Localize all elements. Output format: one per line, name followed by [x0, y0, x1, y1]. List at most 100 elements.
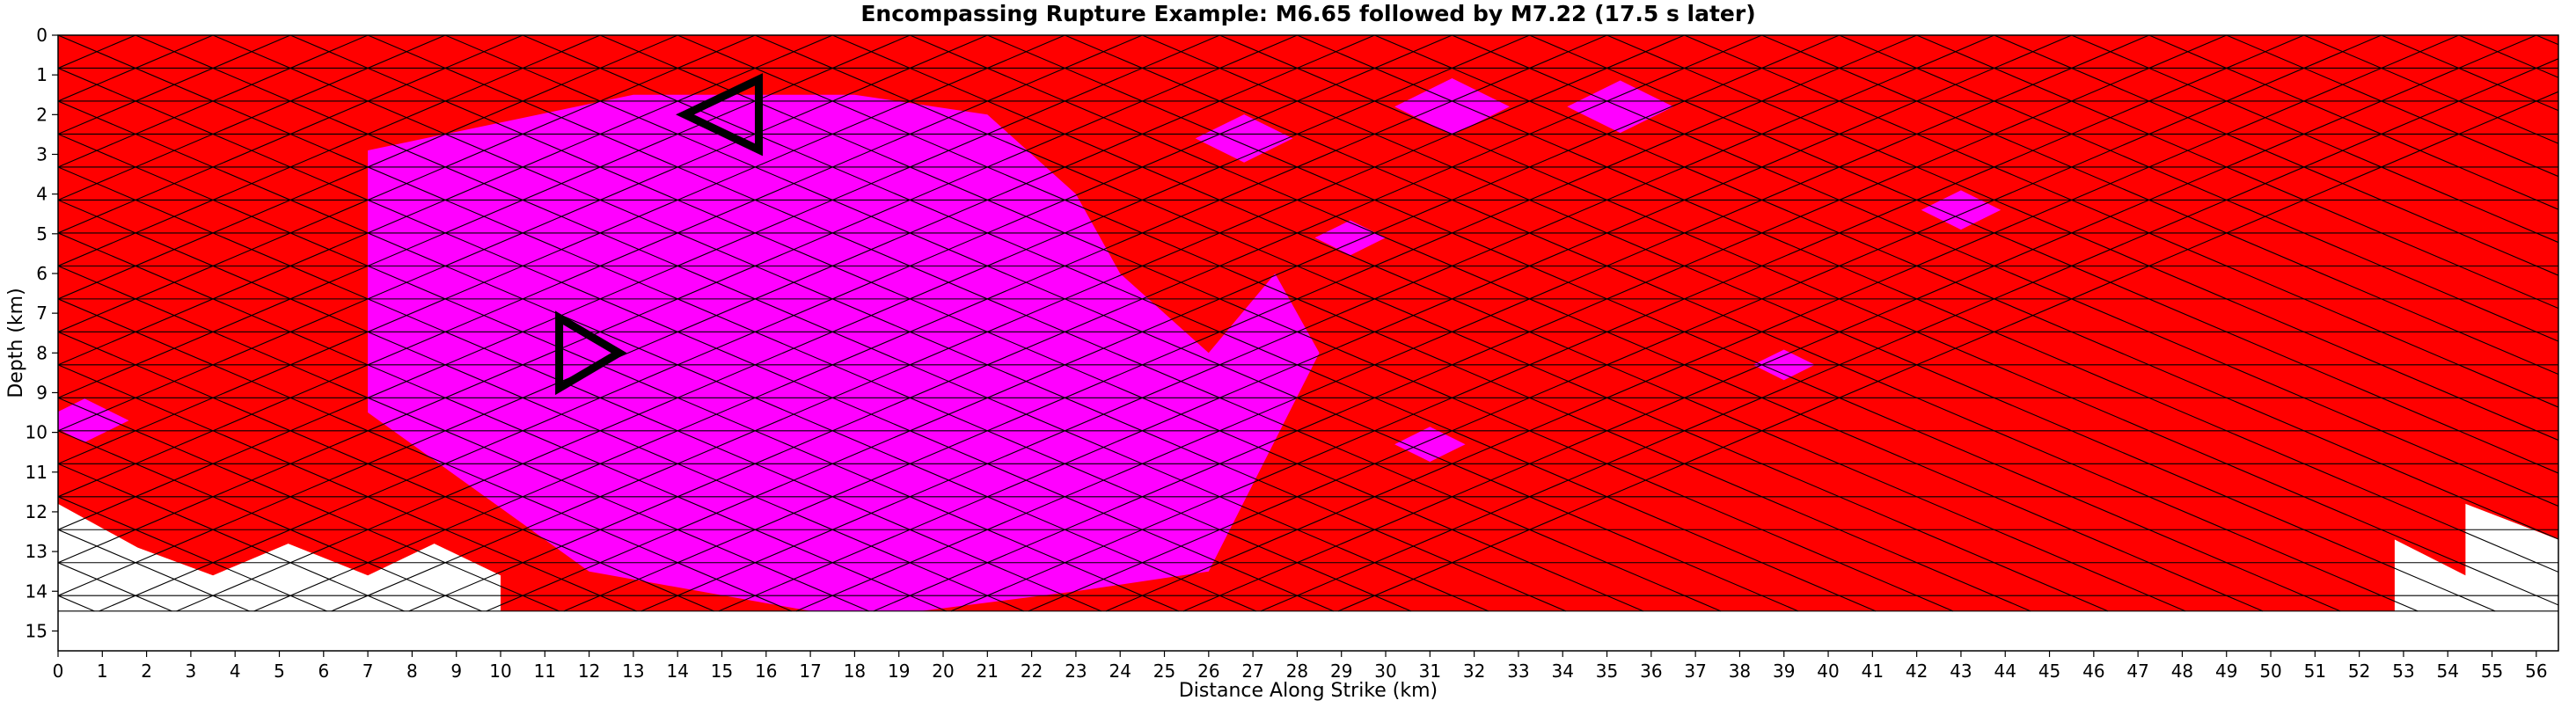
x-tick-label: 52: [2348, 661, 2370, 682]
x-axis-ticks: 0 1 2 3 4 5 6 7 8 9 10 11 12 13 14 15 16 17 18 19 20 21 22 23 24…: [53, 651, 2548, 682]
x-tick-label: 56: [2525, 661, 2547, 682]
hypocenter-marker: [676, 73, 763, 157]
mesh-diagonal: [135, 35, 1489, 612]
x-tick-label: 22: [1021, 661, 1043, 682]
mesh-diagonal: [58, 430, 482, 612]
mesh-diagonal: [873, 35, 2227, 612]
mesh-diagonal: [1182, 35, 2537, 612]
first-event-patch: [1394, 427, 1466, 462]
x-tick-label: 37: [1684, 661, 1706, 682]
mesh-diagonal: [444, 35, 1799, 612]
y-tick-label: 2: [36, 104, 48, 125]
mesh-diagonal: [331, 35, 1685, 612]
mesh-diagonal: [1529, 35, 2558, 474]
mesh-diagonal: [58, 133, 1179, 612]
mesh-diagonal: [522, 35, 1877, 612]
mesh-diagonal: [987, 35, 2341, 612]
x-tick-label: 25: [1153, 661, 1175, 682]
mesh-diagonal: [1260, 58, 2558, 612]
mesh-diagonal: [1916, 35, 2558, 310]
mesh-diagonal: [1028, 35, 2382, 612]
x-tick-label: 5: [274, 661, 285, 682]
x-tick-label: 27: [1241, 661, 1263, 682]
x-tick-label: 4: [230, 661, 241, 682]
x-tick-label: 28: [1286, 661, 1308, 682]
x-tick-label: 33: [1507, 661, 1529, 682]
x-tick-label: 11: [534, 661, 556, 682]
first-event-patch: [1314, 220, 1386, 256]
mesh-diagonal: [1606, 35, 2558, 442]
mesh-diagonal: [289, 35, 1644, 612]
mesh-diagonal: [58, 35, 1375, 596]
chart-title: Encompassing Rupture Example: M6.65 foll…: [860, 1, 1755, 26]
x-tick-label: 20: [932, 661, 954, 682]
x-tick-label: 12: [578, 661, 600, 682]
x-tick-label: 54: [2437, 661, 2459, 682]
mesh-diagonal: [1374, 35, 2558, 540]
y-tick-label: 1: [36, 64, 48, 85]
y-tick-label: 10: [26, 422, 48, 443]
mesh-diagonal: [1684, 35, 2558, 408]
hypocenter-marker: [555, 310, 627, 396]
x-tick-label: 46: [2082, 661, 2104, 682]
mesh-diagonal: [58, 35, 678, 300]
x-tick-label: 14: [666, 661, 688, 682]
mesh-diagonal: [1994, 35, 2558, 276]
mesh-diagonal: [58, 35, 756, 332]
mesh-diagonal: [1297, 35, 2558, 573]
x-tick-label: 32: [1463, 661, 1485, 682]
x-tick-label: 1: [97, 661, 108, 682]
mesh-diagonal: [755, 35, 2109, 612]
mesh-diagonal: [1839, 35, 2558, 342]
mesh-diagonal: [563, 35, 1917, 612]
y-tick-label: 3: [36, 143, 48, 164]
x-tick-label: 19: [888, 661, 910, 682]
y-tick-label: 12: [26, 501, 48, 522]
y-tick-label: 15: [26, 620, 48, 641]
mesh-diagonal: [99, 35, 1453, 612]
plot-area: [58, 35, 2558, 651]
x-tick-label: 48: [2171, 661, 2193, 682]
mesh-diagonal: [58, 35, 369, 168]
mesh-diagonal: [58, 331, 714, 612]
x-tick-label: 9: [450, 661, 462, 682]
x-tick-label: 44: [1994, 661, 2016, 682]
x-tick-label: 47: [2126, 661, 2148, 682]
x-tick-label: 0: [53, 661, 64, 682]
mesh-diagonal: [58, 35, 911, 398]
mesh-diagonal: [832, 35, 2186, 612]
mesh-diagonal: [58, 463, 405, 612]
mesh-diagonal: [58, 35, 833, 366]
plot-frame: [57, 34, 2559, 652]
mesh-diagonal: [2071, 35, 2558, 244]
mesh-diagonal: [2148, 35, 2558, 210]
y-tick-label: 11: [26, 462, 48, 483]
y-tick-label: 5: [36, 223, 48, 245]
x-tick-label: 55: [2481, 661, 2503, 682]
mesh-diagonal: [1761, 35, 2558, 376]
mesh-diagonal: [212, 35, 1567, 612]
y-axis-label: Depth (km): [5, 288, 27, 398]
x-tick-label: 10: [489, 661, 511, 682]
mesh-diagonal: [1452, 35, 2558, 507]
mesh-diagonal: [58, 35, 1143, 498]
mesh-diagonal: [640, 35, 1994, 612]
x-tick-label: 3: [186, 661, 197, 682]
mesh-diagonal: [677, 35, 2031, 612]
mesh-diagonal: [58, 35, 1298, 564]
mesh-diagonal: [58, 166, 1101, 612]
x-tick-label: 7: [362, 661, 374, 682]
fault-mesh: [58, 35, 2558, 612]
mesh-diagonal: [367, 35, 1722, 612]
mesh-diagonal: [1142, 35, 2496, 612]
x-tick-label: 43: [1950, 661, 1972, 682]
mesh-diagonal: [718, 35, 2072, 612]
y-tick-label: 6: [36, 263, 48, 284]
mesh-diagonal: [58, 298, 792, 612]
x-tick-label: 26: [1197, 661, 1219, 682]
x-tick-label: 8: [406, 661, 418, 682]
mesh-diagonal: [1065, 35, 2419, 612]
x-tick-label: 31: [1419, 661, 1441, 682]
